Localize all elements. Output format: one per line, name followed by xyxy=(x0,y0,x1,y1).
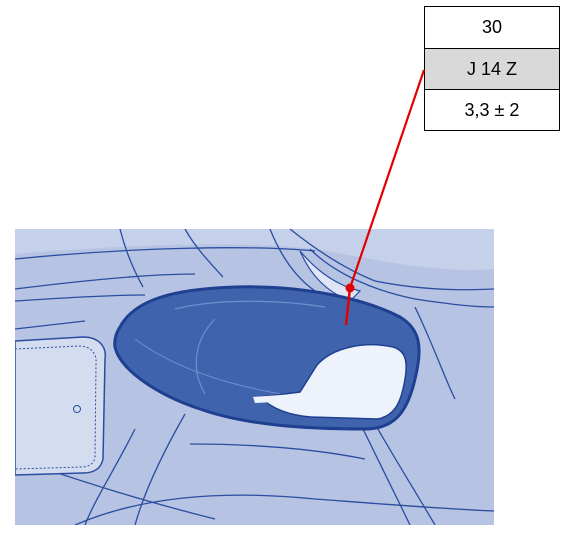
leader-dot xyxy=(345,283,355,293)
spec-cell-3: 3,3 ± 2 xyxy=(425,89,559,130)
lamp-inner-strip xyxy=(253,394,297,403)
upper-panel xyxy=(15,229,494,270)
spec-table: 30 J 14 Z 3,3 ± 2 xyxy=(424,6,560,131)
tail-lamp-drawing xyxy=(15,229,494,525)
side-panel-window xyxy=(15,336,107,476)
upper-trim-piece xyxy=(299,250,362,302)
spec-cell-1: 30 xyxy=(481,17,503,37)
body-contour-lines xyxy=(15,229,494,525)
tail-lamp-assembly xyxy=(113,285,421,431)
spec-cell-2: J 14 Z xyxy=(425,48,559,89)
car-body-wireframe xyxy=(15,229,494,525)
